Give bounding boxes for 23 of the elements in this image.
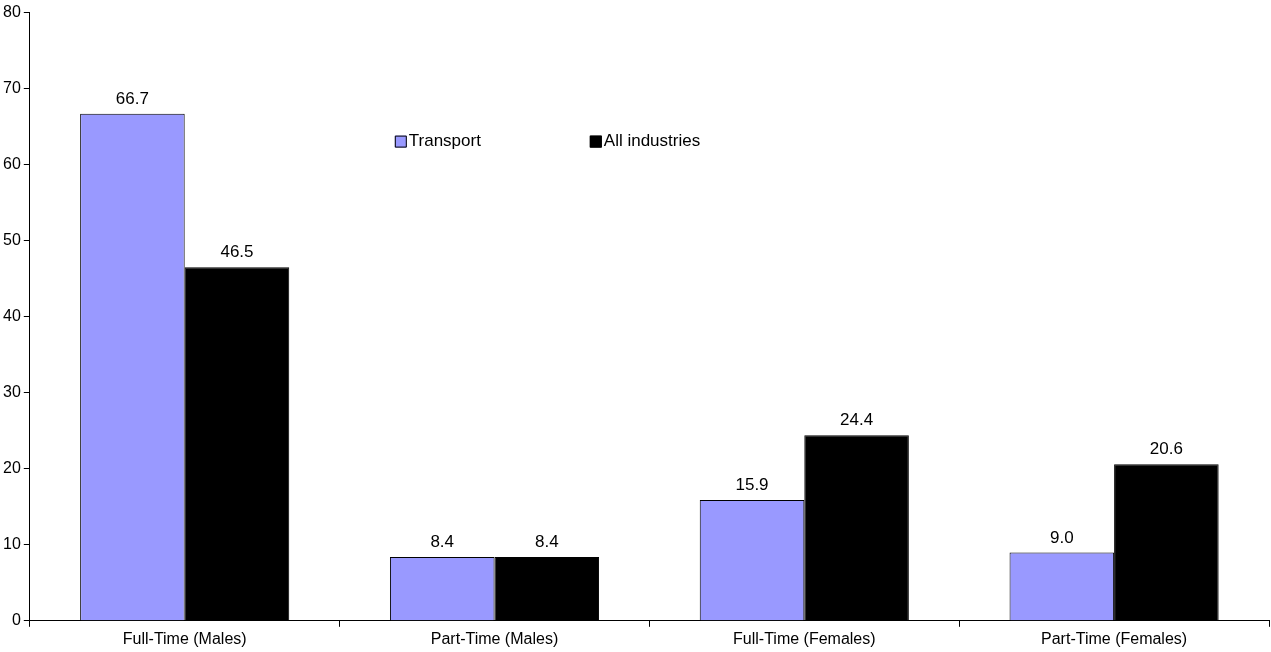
x-tick-label: Full-Time (Females) [733, 629, 876, 647]
data-label: 24.4 [840, 410, 874, 430]
x-tick-label: Part-Time (Females) [1041, 629, 1188, 647]
data-label: 66.7 [115, 88, 149, 108]
data-label: 20.6 [1149, 439, 1183, 459]
data-label: 8.4 [534, 532, 559, 552]
y-tick-label: 50 [3, 231, 21, 249]
legend-label: All industries [603, 131, 701, 151]
y-tick-label: 80 [3, 3, 21, 21]
y-tick-label: 70 [3, 79, 21, 97]
y-tick-label: 60 [3, 155, 21, 173]
legend-label: Transport [408, 131, 482, 151]
x-tick-label: Full-Time (Males) [122, 629, 247, 647]
data-label: 15.9 [735, 475, 769, 495]
y-tick-label: 0 [11, 611, 21, 629]
y-tick-label: 30 [3, 383, 21, 401]
x-tick-label: Part-Time (Males) [430, 629, 559, 647]
y-tick-label: 10 [3, 535, 21, 553]
data-label: 9.0 [1050, 527, 1074, 547]
data-label: 46.5 [220, 242, 254, 262]
data-label: 8.4 [430, 532, 455, 552]
y-tick-label: 20 [3, 459, 21, 477]
y-tick-label: 40 [3, 307, 21, 325]
